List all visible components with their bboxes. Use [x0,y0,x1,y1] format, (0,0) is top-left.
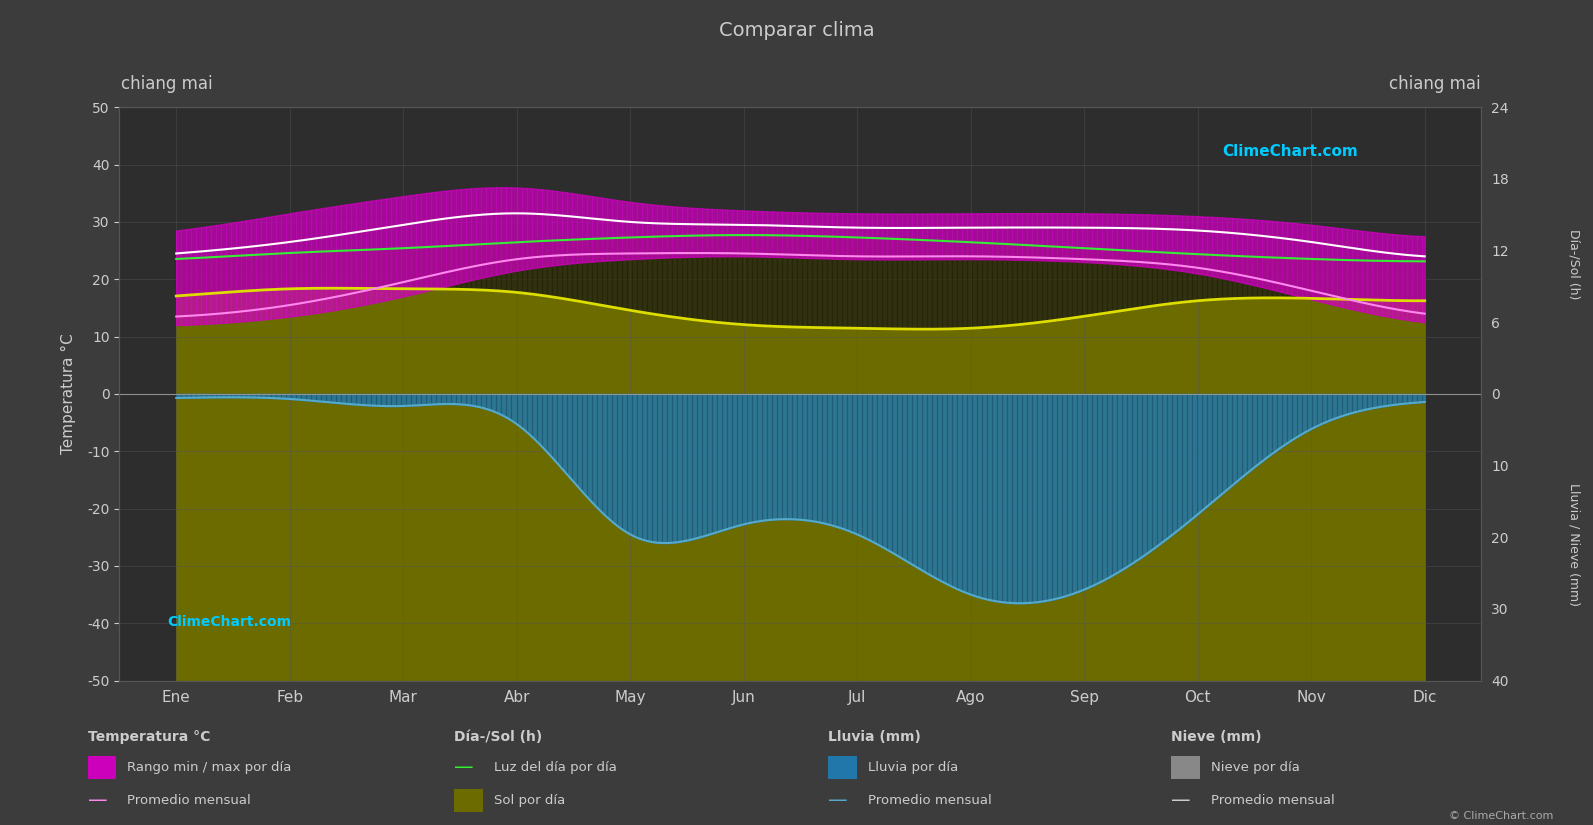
Y-axis label: Temperatura °C: Temperatura °C [61,333,76,455]
Text: —: — [1171,790,1190,810]
Text: © ClimeChart.com: © ClimeChart.com [1448,811,1553,821]
Luz del día [167,254,186,264]
Sol mensual [914,324,933,334]
Text: Luz del día por día: Luz del día por día [494,761,616,774]
Text: ClimeChart.com: ClimeChart.com [167,615,292,629]
Sol mensual [769,322,789,332]
Text: —: — [88,790,107,810]
Luz del día [913,235,932,245]
Luz del día [769,230,789,240]
Text: Nieve (mm): Nieve (mm) [1171,730,1262,744]
Luz del día [734,230,753,240]
Text: Temperatura °C: Temperatura °C [88,730,210,744]
Text: —: — [454,823,473,825]
Text: Promedio mensual: Promedio mensual [1211,794,1335,807]
Text: —: — [454,757,473,777]
Sol mensual [1391,295,1410,305]
Sol mensual [167,291,186,301]
Luz del día [1388,257,1407,266]
Text: Lluvia (mm): Lluvia (mm) [828,730,921,744]
Luz del día [761,230,781,240]
Luz del día [1193,249,1212,259]
Text: Promedio mensual: Promedio mensual [127,794,252,807]
Sol mensual [761,321,781,331]
Text: Día-/Sol (h): Día-/Sol (h) [1568,229,1580,299]
Text: Rango min / max por día: Rango min / max por día [127,761,292,774]
Sol mensual [322,283,341,293]
Sol mensual [844,323,863,333]
Sol mensual [1195,295,1214,305]
Text: Comparar clima: Comparar clima [718,21,875,40]
Text: Promedio mensual: Promedio mensual [868,794,992,807]
Line: Sol mensual: Sol mensual [177,288,1424,329]
Text: Sol por día: Sol por día [494,794,566,807]
Text: Lluvia / Nieve (mm): Lluvia / Nieve (mm) [1568,483,1580,606]
Text: chiang mai: chiang mai [121,75,212,93]
Line: Luz del día: Luz del día [177,235,1424,262]
Sol mensual [913,324,932,334]
Text: —: — [828,790,847,810]
Text: Nieve por día: Nieve por día [1211,761,1300,774]
Sol mensual [1415,296,1434,306]
Text: chiang mai: chiang mai [1389,75,1480,93]
Text: Lluvia por día: Lluvia por día [868,761,959,774]
Luz del día [1415,257,1434,266]
Luz del día [844,233,863,243]
Text: ClimeChart.com: ClimeChart.com [1223,144,1359,159]
Text: Día-/Sol (h): Día-/Sol (h) [454,730,542,744]
